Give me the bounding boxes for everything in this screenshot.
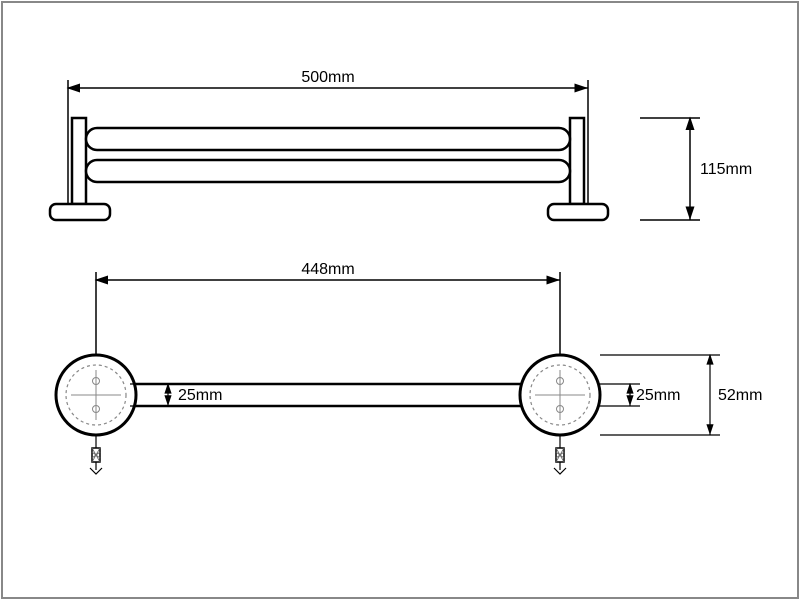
front-view: 500mm 115mm — [50, 69, 752, 220]
dim-inner-length: 448mm — [301, 261, 354, 278]
right-pin — [554, 435, 566, 474]
left-pin — [90, 435, 102, 474]
right-base — [548, 204, 608, 220]
right-post — [570, 118, 584, 204]
top-bar — [86, 128, 570, 150]
dim-bar-left: 25mm — [178, 387, 222, 404]
left-post — [72, 118, 86, 204]
dim-overall-width: 500mm — [301, 69, 354, 86]
left-base — [50, 204, 110, 220]
page-border — [2, 2, 798, 598]
bottom-bar — [86, 160, 570, 182]
dim-bar-right: 25mm — [636, 387, 680, 404]
top-view: 448mm — [56, 261, 762, 474]
dim-circle-dia: 52mm — [718, 387, 762, 404]
technical-drawing: 500mm 115mm 448mm — [0, 0, 800, 600]
dim-height: 115mm — [700, 161, 752, 178]
